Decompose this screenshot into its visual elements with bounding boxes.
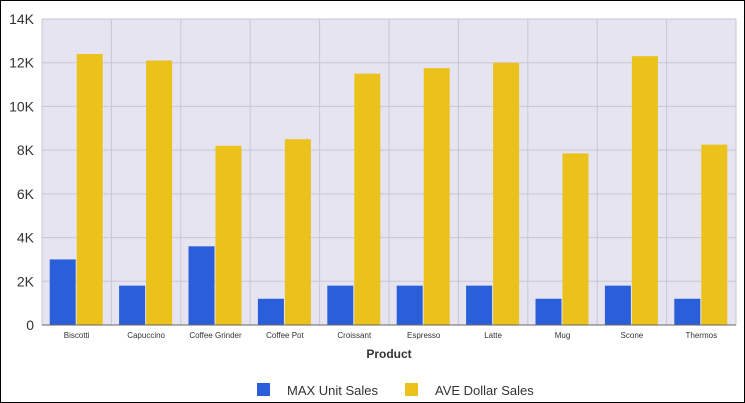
legend-swatch: [257, 383, 270, 396]
bar-max-unit-sales-biscotti: [49, 259, 76, 325]
bar-ave-dollar-sales-capuccino: [146, 60, 173, 326]
bar-ave-dollar-sales-croissant: [354, 73, 381, 326]
y-tick-label: 12K: [9, 55, 35, 71]
bar-max-unit-sales-coffee-grinder: [188, 246, 215, 325]
x-tick-label: Coffee Grinder: [189, 331, 242, 340]
legend-label: MAX Unit Sales: [287, 383, 379, 398]
legend: MAX Unit Sales AVE Dollar Sales: [257, 383, 534, 398]
y-tick-label: 2K: [17, 273, 35, 289]
legend-label: AVE Dollar Sales: [435, 383, 534, 398]
x-axis-ticks: Biscotti Capuccino Coffee Grinder Coffee Po…: [64, 331, 717, 340]
bar-max-unit-sales-croissant: [327, 285, 354, 325]
bar-max-unit-sales-espresso: [396, 285, 423, 325]
y-tick-label: 4K: [17, 230, 35, 246]
x-axis-title: Product: [366, 347, 411, 361]
x-tick-label: Coffee Pot: [266, 331, 304, 340]
x-tick-label: Mug: [555, 331, 571, 340]
x-tick-label: Thermos: [686, 331, 718, 340]
bar-max-unit-sales-scone: [604, 285, 631, 325]
bar-max-unit-sales-latte: [466, 285, 493, 325]
y-axis-ticks: 0 2K 4K 6K 8K 10K 12K 14K: [9, 11, 35, 333]
y-tick-label: 6K: [17, 186, 35, 202]
bar-ave-dollar-sales-thermos: [701, 144, 728, 325]
x-tick-label: Espresso: [407, 331, 441, 340]
x-tick-label: Latte: [484, 331, 502, 340]
x-tick-label: Capuccino: [127, 331, 165, 340]
bar-ave-dollar-sales-biscotti: [76, 53, 103, 325]
x-tick-label: Scone: [621, 331, 644, 340]
y-tick-label: 8K: [17, 142, 35, 158]
y-tick-label: 0: [26, 317, 34, 333]
bar-ave-dollar-sales-coffee-grinder: [215, 145, 242, 325]
y-tick-label: 10K: [9, 98, 35, 114]
bar-ave-dollar-sales-scone: [631, 56, 658, 326]
x-tick-label: Croissant: [337, 331, 372, 340]
bar-max-unit-sales-thermos: [674, 298, 701, 325]
bar-ave-dollar-sales-coffee-pot: [284, 139, 311, 325]
x-tick-label: Biscotti: [64, 331, 90, 340]
bars: [49, 53, 728, 326]
legend-swatch: [405, 383, 418, 396]
bar-ave-dollar-sales-espresso: [423, 68, 450, 325]
bar-max-unit-sales-capuccino: [119, 285, 146, 325]
bar-max-unit-sales-coffee-pot: [257, 298, 284, 325]
bar-max-unit-sales-mug: [535, 298, 562, 325]
y-tick-label: 14K: [9, 11, 35, 27]
bar-ave-dollar-sales-mug: [562, 153, 589, 325]
bar-ave-dollar-sales-latte: [493, 62, 520, 325]
